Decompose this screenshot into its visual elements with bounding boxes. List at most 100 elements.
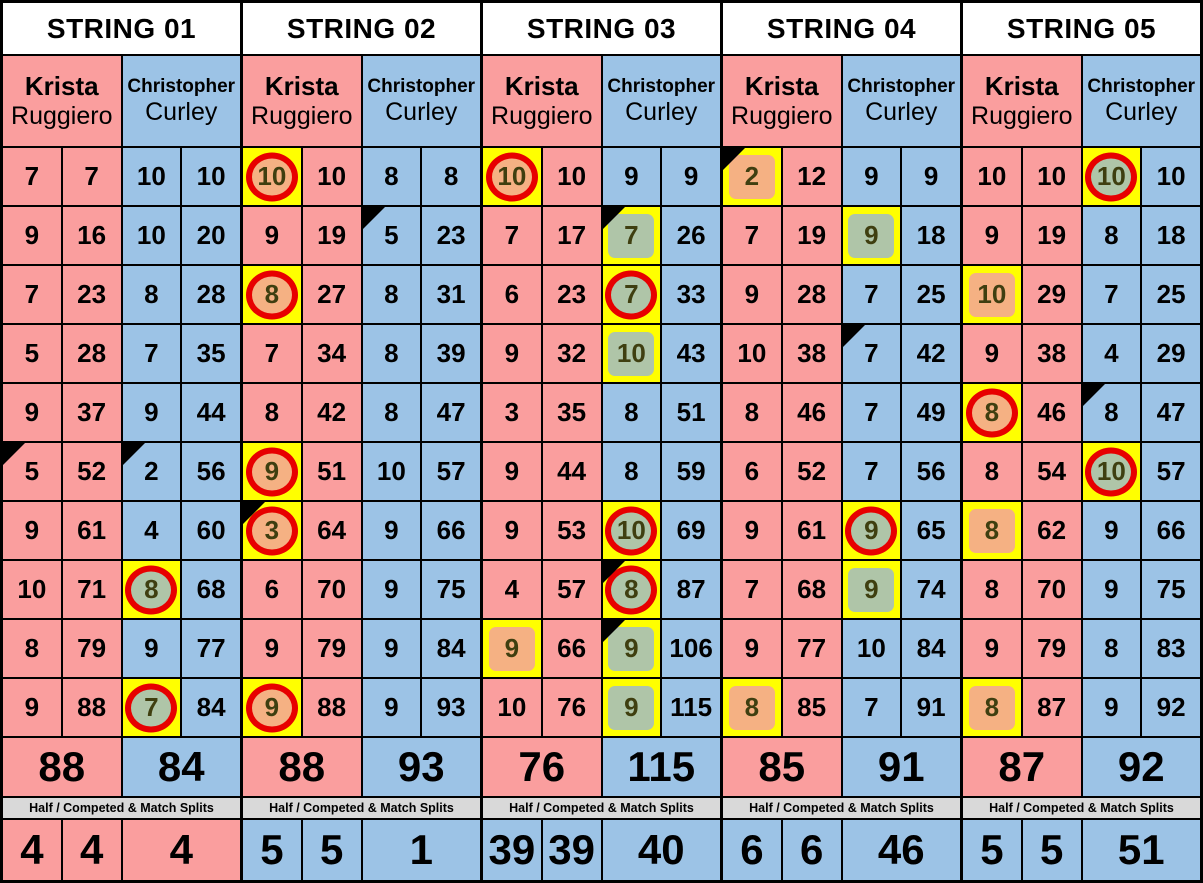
score-cell[interactable]: 7	[842, 325, 901, 382]
score-cell[interactable]: 10	[963, 266, 1021, 323]
score-cell[interactable]: 8	[243, 384, 301, 441]
score-cell[interactable]: 8	[243, 266, 301, 323]
score-cell[interactable]: 8	[122, 266, 181, 323]
score-cell[interactable]: 10	[362, 443, 421, 500]
score-cell[interactable]: 9	[1082, 679, 1141, 736]
score-cell[interactable]: 10	[483, 679, 541, 736]
score-cell[interactable]: 9	[842, 561, 901, 618]
score-cell[interactable]: 9	[483, 502, 541, 559]
score-cell[interactable]: 9	[483, 443, 541, 500]
score-cell[interactable]: 9	[963, 620, 1021, 677]
score-cell[interactable]: 9	[723, 502, 781, 559]
score-cell[interactable]: 2	[723, 148, 781, 205]
score-cell[interactable]: 8	[602, 561, 661, 618]
score-cell[interactable]: 9	[1082, 561, 1141, 618]
score-cell[interactable]: 9	[842, 502, 901, 559]
score-cell[interactable]: 7	[842, 679, 901, 736]
score-cell[interactable]: 9	[243, 679, 301, 736]
score-cell[interactable]: 9	[602, 679, 661, 736]
score-cell[interactable]: 9	[362, 679, 421, 736]
score-cell[interactable]: 7	[483, 207, 541, 264]
score-cell[interactable]: 9	[602, 148, 661, 205]
score-cell[interactable]: 8	[602, 443, 661, 500]
score-cell[interactable]: 7	[3, 148, 61, 205]
score-cell[interactable]: 8	[1082, 207, 1141, 264]
score-cell[interactable]: 8	[3, 620, 61, 677]
score-cell[interactable]: 9	[963, 207, 1021, 264]
score-cell[interactable]: 7	[602, 207, 661, 264]
score-cell[interactable]: 3	[483, 384, 541, 441]
score-cell[interactable]: 9	[362, 561, 421, 618]
score-cell[interactable]: 9	[842, 207, 901, 264]
score-cell[interactable]: 9	[723, 266, 781, 323]
score-cell[interactable]: 9	[3, 679, 61, 736]
score-cell[interactable]: 5	[3, 443, 61, 500]
score-cell[interactable]: 9	[3, 502, 61, 559]
score-cell[interactable]: 8	[963, 443, 1021, 500]
score-cell[interactable]: 8	[362, 384, 421, 441]
score-cell[interactable]: 9	[723, 620, 781, 677]
score-cell[interactable]: 10	[602, 325, 661, 382]
score-cell[interactable]: 9	[842, 148, 901, 205]
score-cell[interactable]: 8	[723, 679, 781, 736]
score-cell[interactable]: 3	[243, 502, 301, 559]
score-cell[interactable]: 9	[243, 207, 301, 264]
score-cell[interactable]: 5	[3, 325, 61, 382]
score-cell[interactable]: 9	[3, 384, 61, 441]
score-cell[interactable]: 10	[842, 620, 901, 677]
score-cell[interactable]: 9	[3, 207, 61, 264]
score-cell[interactable]: 9	[362, 620, 421, 677]
score-cell[interactable]: 8	[963, 679, 1021, 736]
score-cell[interactable]: 4	[483, 561, 541, 618]
score-cell[interactable]: 8	[362, 325, 421, 382]
score-cell[interactable]: 7	[602, 266, 661, 323]
score-cell[interactable]: 8	[963, 384, 1021, 441]
score-cell[interactable]: 6	[723, 443, 781, 500]
score-cell[interactable]: 9	[362, 502, 421, 559]
score-cell[interactable]: 10	[723, 325, 781, 382]
score-cell[interactable]: 7	[842, 266, 901, 323]
score-cell[interactable]: 7	[723, 561, 781, 618]
score-cell[interactable]: 7	[122, 679, 181, 736]
score-cell[interactable]: 7	[1082, 266, 1141, 323]
score-cell[interactable]: 10	[122, 207, 181, 264]
score-cell[interactable]: 8	[362, 148, 421, 205]
score-cell[interactable]: 7	[122, 325, 181, 382]
score-cell[interactable]: 2	[122, 443, 181, 500]
score-cell[interactable]: 6	[483, 266, 541, 323]
score-cell[interactable]: 10	[3, 561, 61, 618]
score-cell[interactable]: 9	[1082, 502, 1141, 559]
score-cell[interactable]: 10	[122, 148, 181, 205]
score-cell[interactable]: 4	[122, 502, 181, 559]
score-cell[interactable]: 8	[963, 502, 1021, 559]
score-cell[interactable]: 8	[963, 561, 1021, 618]
score-cell[interactable]: 9	[243, 620, 301, 677]
score-cell[interactable]: 5	[362, 207, 421, 264]
score-cell[interactable]: 10	[243, 148, 301, 205]
score-cell[interactable]: 7	[3, 266, 61, 323]
score-cell[interactable]: 10	[483, 148, 541, 205]
score-cell[interactable]: 10	[1082, 148, 1141, 205]
score-cell[interactable]: 7	[842, 443, 901, 500]
score-cell[interactable]: 10	[602, 502, 661, 559]
score-cell[interactable]: 8	[1082, 620, 1141, 677]
score-cell[interactable]: 8	[122, 561, 181, 618]
score-cell[interactable]: 8	[362, 266, 421, 323]
score-cell[interactable]: 6	[243, 561, 301, 618]
score-cell[interactable]: 9	[243, 443, 301, 500]
score-cell[interactable]: 9	[122, 620, 181, 677]
score-cell[interactable]: 9	[483, 620, 541, 677]
score-cell[interactable]: 8	[723, 384, 781, 441]
score-cell[interactable]: 9	[122, 384, 181, 441]
score-cell[interactable]: 8	[1082, 384, 1141, 441]
score-cell[interactable]: 10	[963, 148, 1021, 205]
score-cell[interactable]: 4	[1082, 325, 1141, 382]
score-cell[interactable]: 7	[723, 207, 781, 264]
score-cell[interactable]: 9	[483, 325, 541, 382]
score-cell[interactable]: 8	[602, 384, 661, 441]
score-cell[interactable]: 9	[963, 325, 1021, 382]
score-cell[interactable]: 7	[842, 384, 901, 441]
score-cell[interactable]: 10	[1082, 443, 1141, 500]
score-cell[interactable]: 7	[243, 325, 301, 382]
score-cell[interactable]: 9	[602, 620, 661, 677]
